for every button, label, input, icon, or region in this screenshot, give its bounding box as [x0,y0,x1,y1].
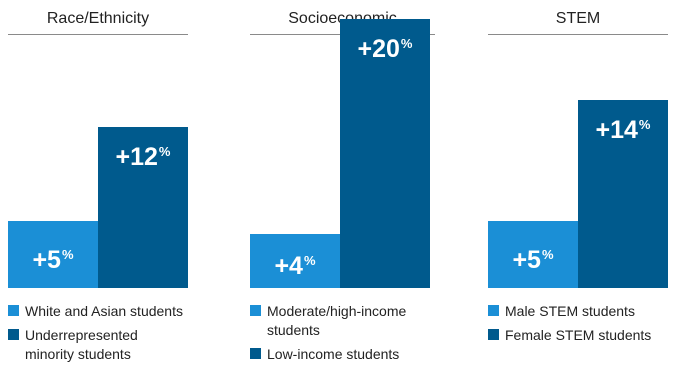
legend-item: Male STEM students [488,302,674,321]
legend-swatch [250,348,261,359]
bar-value-unit: % [303,253,316,268]
legend-item: Underrepresented minority students [8,326,188,364]
panel-title: STEM [555,10,601,27]
legend-item: Moderate/high-income students [250,302,435,340]
bar-value-number: +5 [32,246,61,274]
bar-value-unit: % [61,247,74,262]
bar: +5% [8,221,98,288]
bar-value-label: +14% [578,112,668,143]
chart-socioeconomic: Socioeconomic +4%+20% Moderate/high-inco… [250,0,435,377]
panel-divider [488,34,668,35]
bar-value-label: +5% [488,242,578,273]
legend-label: Low-income students [267,346,400,362]
bar-value-unit: % [400,36,413,51]
bar-value-unit: % [638,117,651,132]
legend-item: Female STEM students [488,326,674,345]
legend-item: White and Asian students [8,302,188,321]
legend: Male STEM students Female STEM students [488,302,674,350]
bar: +4% [250,234,340,288]
legend-swatch [488,305,499,316]
bar-value-label: +5% [8,242,98,273]
bar: +12% [98,127,188,288]
bar-value-number: +5 [512,246,541,274]
legend-swatch [8,305,19,316]
bar-value-label: +4% [250,248,340,279]
legend-label: Underrepresented minority students [25,327,138,362]
bar-value-unit: % [158,144,171,159]
legend-label: White and Asian students [25,303,183,319]
panel-title: Race/Ethnicity [46,10,150,27]
legend-label: Male STEM students [505,303,635,319]
panel-divider [8,34,188,35]
legend-label: Moderate/high-income students [267,303,407,338]
legend-swatch [488,329,499,340]
bar-value-number: +12 [115,143,158,171]
bar-value-number: +4 [274,252,303,280]
legend: Moderate/high-income students Low-income… [250,302,435,369]
chart-stem: STEM +5% +14% Male STEM students Female S… [488,0,668,377]
bar-value-unit: % [541,247,554,262]
chart-race-ethnicity: Race/Ethnicity +5% +12% White and Asian s… [8,0,188,377]
bar: +14% [578,100,668,288]
legend: White and Asian students Underrepresente… [8,302,188,369]
legend-item: Low-income students [250,345,435,364]
legend-label: Female STEM students [505,327,652,343]
bar: +5% [488,221,578,288]
bar: +20% [340,19,430,288]
legend-swatch [250,305,261,316]
bar-value-label: +20% [340,31,430,62]
bar-value-number: +20 [357,35,400,63]
bar-value-number: +14 [595,116,638,144]
legend-swatch [8,329,19,340]
bar-value-label: +12% [98,139,188,170]
